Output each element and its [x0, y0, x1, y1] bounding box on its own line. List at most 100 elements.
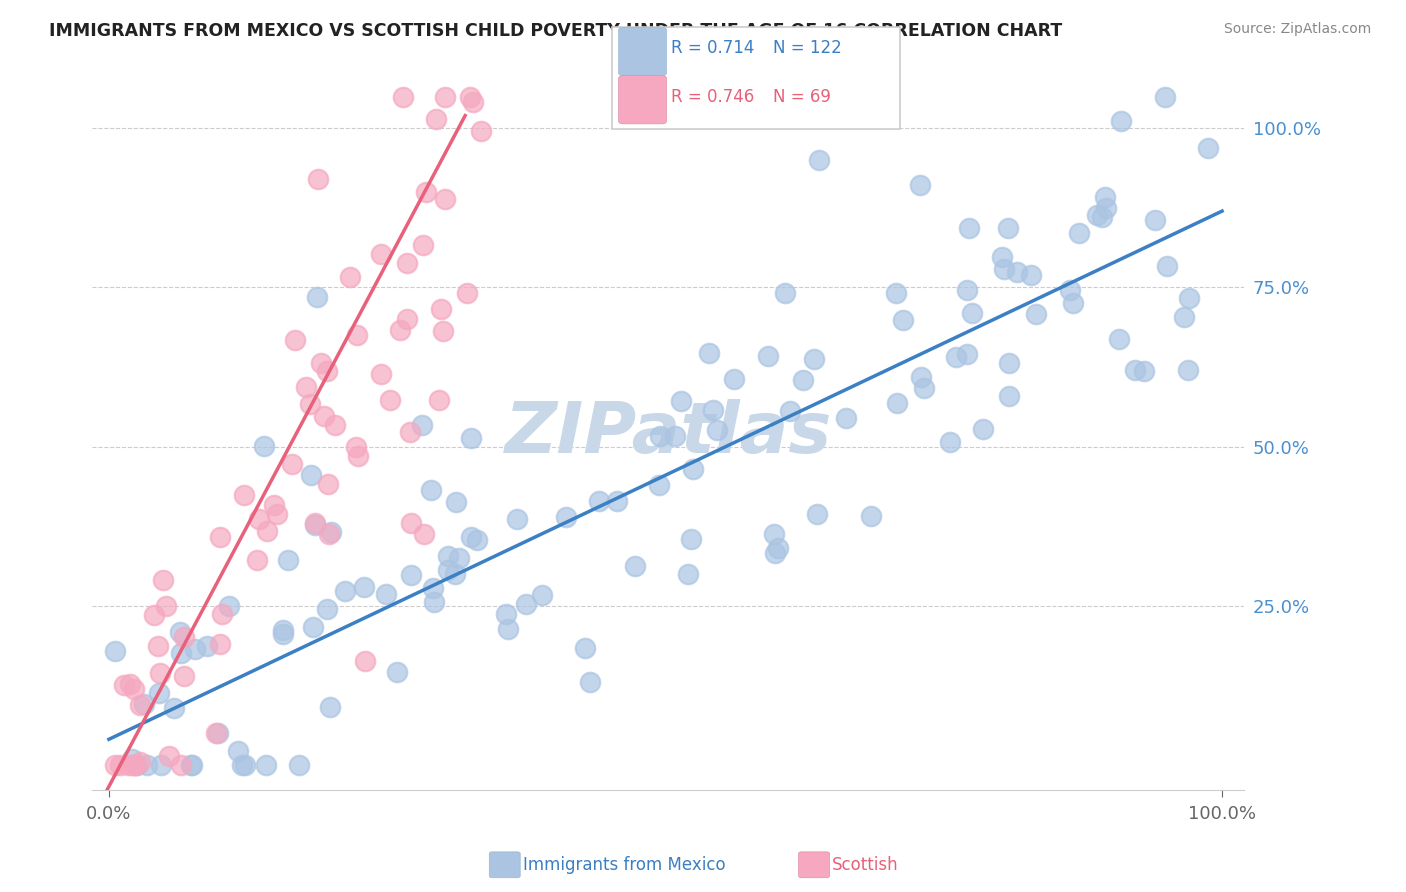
- Point: [1067, 226, 1090, 240]
- Point: [432, 324, 454, 338]
- Point: [380, 392, 402, 407]
- Point: [104, 757, 127, 772]
- Point: [117, 757, 139, 772]
- Point: [444, 566, 467, 581]
- Point: [118, 677, 141, 691]
- Point: [574, 641, 596, 656]
- Point: [756, 349, 779, 363]
- Point: [226, 744, 249, 758]
- Point: [859, 509, 882, 524]
- Point: [124, 757, 146, 772]
- Point: [170, 757, 193, 772]
- Point: [315, 364, 337, 378]
- Point: [1173, 310, 1195, 325]
- Point: [997, 220, 1019, 235]
- Point: [370, 367, 392, 381]
- Point: [108, 757, 131, 772]
- Point: [318, 527, 340, 541]
- Point: [496, 622, 519, 636]
- Point: [420, 483, 443, 497]
- Point: [233, 488, 256, 502]
- Point: [956, 283, 979, 297]
- Point: [183, 641, 205, 656]
- Text: Scottish: Scottish: [832, 856, 898, 874]
- Point: [1197, 141, 1219, 155]
- Point: [1156, 260, 1178, 274]
- Point: [412, 237, 434, 252]
- Point: [671, 393, 693, 408]
- Point: [302, 620, 325, 634]
- Point: [129, 698, 152, 713]
- Point: [339, 269, 361, 284]
- Point: [578, 675, 600, 690]
- Point: [803, 351, 825, 366]
- Point: [399, 516, 422, 530]
- Point: [910, 370, 932, 384]
- Text: Immigrants from Mexico: Immigrants from Mexico: [523, 856, 725, 874]
- Point: [375, 587, 398, 601]
- Point: [287, 757, 309, 772]
- Point: [766, 541, 789, 555]
- Point: [763, 546, 786, 560]
- Point: [316, 602, 339, 616]
- Point: [515, 597, 537, 611]
- Point: [647, 478, 669, 492]
- Point: [957, 221, 980, 235]
- Point: [256, 524, 278, 539]
- Point: [321, 524, 343, 539]
- Text: Source: ZipAtlas.com: Source: ZipAtlas.com: [1223, 22, 1371, 37]
- Point: [458, 89, 481, 103]
- Point: [197, 639, 219, 653]
- Point: [344, 440, 367, 454]
- Point: [207, 725, 229, 739]
- Point: [891, 312, 914, 326]
- Point: [271, 624, 294, 638]
- Point: [254, 757, 277, 772]
- Point: [679, 532, 702, 546]
- Text: R = 0.714: R = 0.714: [671, 39, 754, 57]
- Point: [295, 380, 318, 394]
- Point: [998, 356, 1021, 370]
- Point: [1085, 208, 1108, 222]
- Point: [676, 567, 699, 582]
- Point: [939, 435, 962, 450]
- Point: [702, 403, 724, 417]
- Point: [122, 682, 145, 697]
- Point: [218, 599, 240, 613]
- Text: R = 0.746: R = 0.746: [671, 87, 754, 105]
- Point: [319, 700, 342, 714]
- Point: [281, 458, 304, 472]
- Point: [148, 686, 170, 700]
- Point: [149, 666, 172, 681]
- Point: [807, 153, 830, 168]
- Point: [763, 526, 786, 541]
- Point: [209, 637, 232, 651]
- Point: [422, 581, 444, 595]
- Point: [623, 559, 645, 574]
- Point: [1133, 364, 1156, 378]
- Point: [1091, 210, 1114, 224]
- Point: [588, 493, 610, 508]
- Point: [284, 333, 307, 347]
- Point: [253, 439, 276, 453]
- Point: [142, 607, 165, 622]
- Point: [697, 346, 720, 360]
- Point: [1062, 295, 1084, 310]
- Point: [152, 573, 174, 587]
- Point: [155, 599, 177, 614]
- Point: [170, 646, 193, 660]
- Point: [945, 351, 967, 365]
- Point: [370, 247, 392, 261]
- Point: [121, 752, 143, 766]
- Point: [335, 584, 357, 599]
- Point: [307, 172, 329, 186]
- Point: [433, 192, 456, 206]
- Point: [423, 595, 446, 609]
- Point: [1025, 307, 1047, 321]
- Point: [169, 625, 191, 640]
- Point: [427, 392, 450, 407]
- Point: [960, 306, 983, 320]
- Point: [460, 530, 482, 544]
- Text: N = 69: N = 69: [773, 87, 831, 105]
- Point: [180, 757, 202, 772]
